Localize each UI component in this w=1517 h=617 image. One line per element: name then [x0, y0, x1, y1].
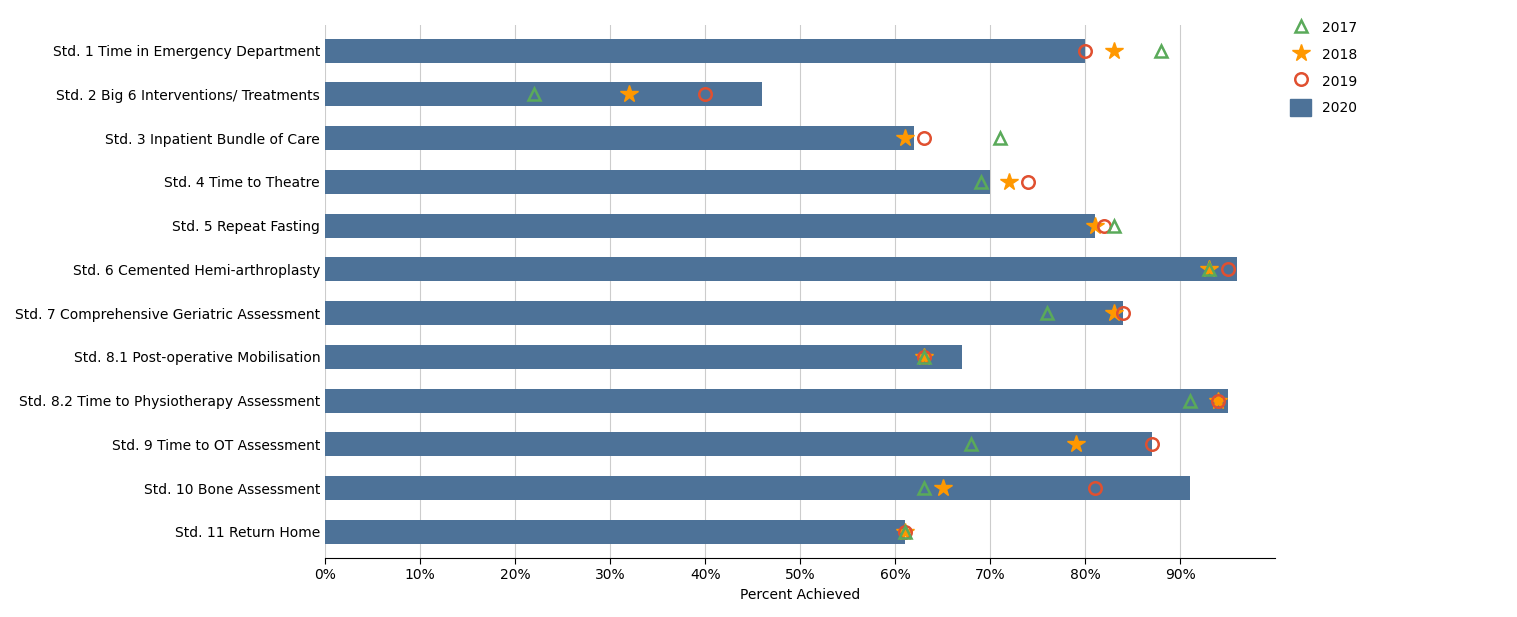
X-axis label: Percent Achieved: Percent Achieved — [740, 588, 860, 602]
Bar — [325, 476, 1189, 500]
Legend: 2017, 2018, 2019, 2020: 2017, 2018, 2019, 2020 — [1285, 14, 1364, 122]
Bar — [325, 170, 991, 194]
Bar — [325, 39, 1085, 63]
Bar — [325, 213, 1095, 238]
Bar — [325, 126, 915, 150]
Bar — [325, 520, 904, 544]
Bar — [325, 257, 1238, 281]
Bar — [325, 433, 1151, 457]
Bar — [325, 83, 762, 107]
Bar — [325, 345, 962, 369]
Bar — [325, 301, 1124, 325]
Bar — [325, 389, 1227, 413]
